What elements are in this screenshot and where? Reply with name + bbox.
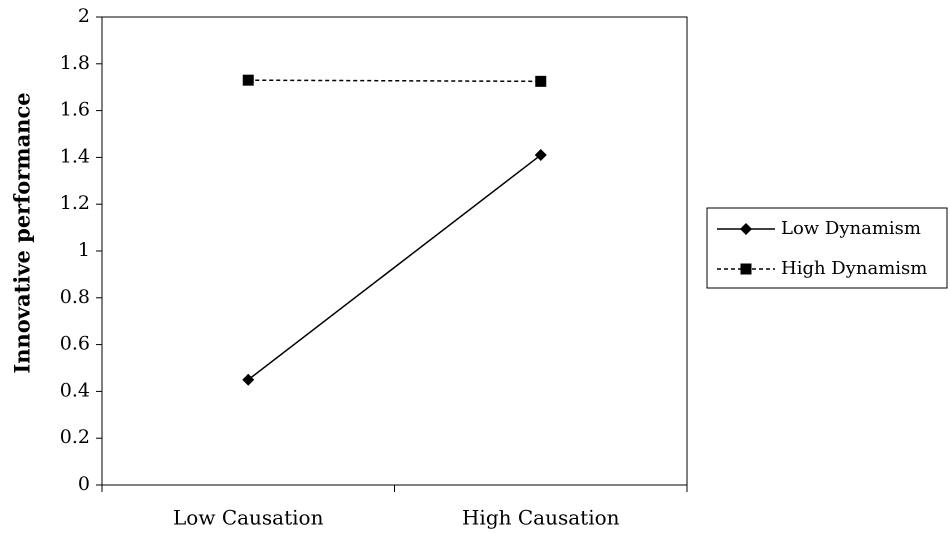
legend-square-marker <box>740 263 752 275</box>
y-tick-label: 1 <box>78 239 90 261</box>
series-layer <box>242 74 547 386</box>
y-tick-label: 1.8 <box>60 52 90 74</box>
diamond-point <box>242 373 255 386</box>
x-category-label: Low Causation <box>173 506 324 530</box>
plot-area <box>101 16 688 486</box>
legend-entry: Low Dynamism <box>717 218 921 239</box>
y-axis-label: Innovative performance <box>10 92 35 373</box>
diamond-point <box>534 149 547 162</box>
square-point <box>242 74 254 86</box>
series-line <box>247 154 542 381</box>
legend-entry: High Dynamism <box>717 258 927 279</box>
y-tick-label: 0.6 <box>60 333 90 355</box>
y-tick-label: 2 <box>78 5 90 27</box>
y-tick-label: 1.2 <box>60 192 90 214</box>
y-tick-label: 1.4 <box>60 145 90 167</box>
y-tick-label: 0 <box>78 473 90 495</box>
y-tick-label: 0.4 <box>60 379 90 401</box>
x-category-label: High Causation <box>462 506 620 530</box>
y-tick-label: 1.6 <box>60 99 90 121</box>
series-low-dynamism <box>242 149 547 386</box>
square-point <box>535 75 547 87</box>
x-axis: Low Causation High Causation <box>101 485 688 530</box>
legend: Low Dynamism High Dynamism <box>706 207 948 289</box>
legend-label: High Dynamism <box>781 258 927 279</box>
series-line <box>248 79 541 83</box>
y-tick-label: 0.2 <box>60 426 90 448</box>
legend-box <box>706 207 948 289</box>
legend-label: Low Dynamism <box>781 218 921 239</box>
y-tick-label: 0.8 <box>60 286 90 308</box>
legend-diamond-marker <box>740 223 752 235</box>
series-high-dynamism <box>242 74 547 87</box>
y-axis: 0 0.2 0.4 0.6 0.8 1 1.2 1.4 1.6 1.8 2 <box>60 5 102 495</box>
